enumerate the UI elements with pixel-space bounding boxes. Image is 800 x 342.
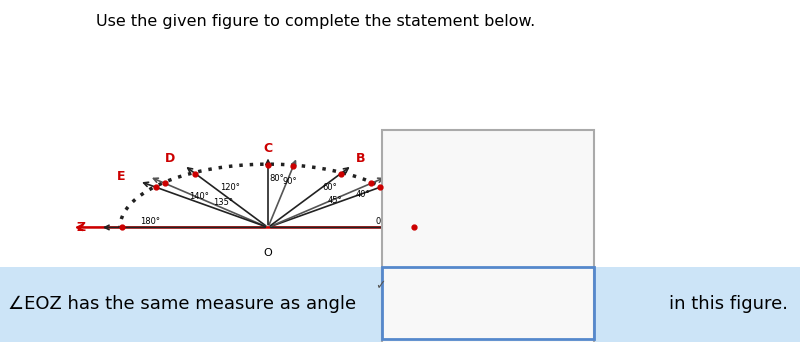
Text: ✓: ✓ <box>374 279 386 292</box>
Text: 140°: 140° <box>190 192 209 200</box>
Text: 135°: 135° <box>213 198 233 207</box>
Text: ∠EOZ has the same measure as angle: ∠EOZ has the same measure as angle <box>8 295 356 313</box>
Text: 180°: 180° <box>140 218 160 226</box>
Text: 0°: 0° <box>376 218 386 226</box>
Bar <box>0 267 800 342</box>
Text: 90°: 90° <box>282 177 297 186</box>
Text: C: C <box>263 142 273 155</box>
Text: X: X <box>450 221 460 234</box>
Text: 45°: 45° <box>327 196 342 205</box>
Text: O: O <box>264 248 272 258</box>
Text: 40°: 40° <box>355 190 370 199</box>
Text: Use the given figure to complete the statement below.: Use the given figure to complete the sta… <box>96 14 535 29</box>
Text: 80°: 80° <box>270 174 284 183</box>
Bar <box>382 130 594 342</box>
Text: Z: Z <box>77 221 86 234</box>
Text: A: A <box>406 170 415 183</box>
Text: in this figure.: in this figure. <box>669 295 788 313</box>
Text: B: B <box>356 152 366 165</box>
Text: D: D <box>165 152 175 165</box>
Text: 120°: 120° <box>221 183 240 192</box>
Text: E: E <box>118 170 126 183</box>
Bar <box>382 130 594 342</box>
Text: 60°: 60° <box>322 183 337 192</box>
